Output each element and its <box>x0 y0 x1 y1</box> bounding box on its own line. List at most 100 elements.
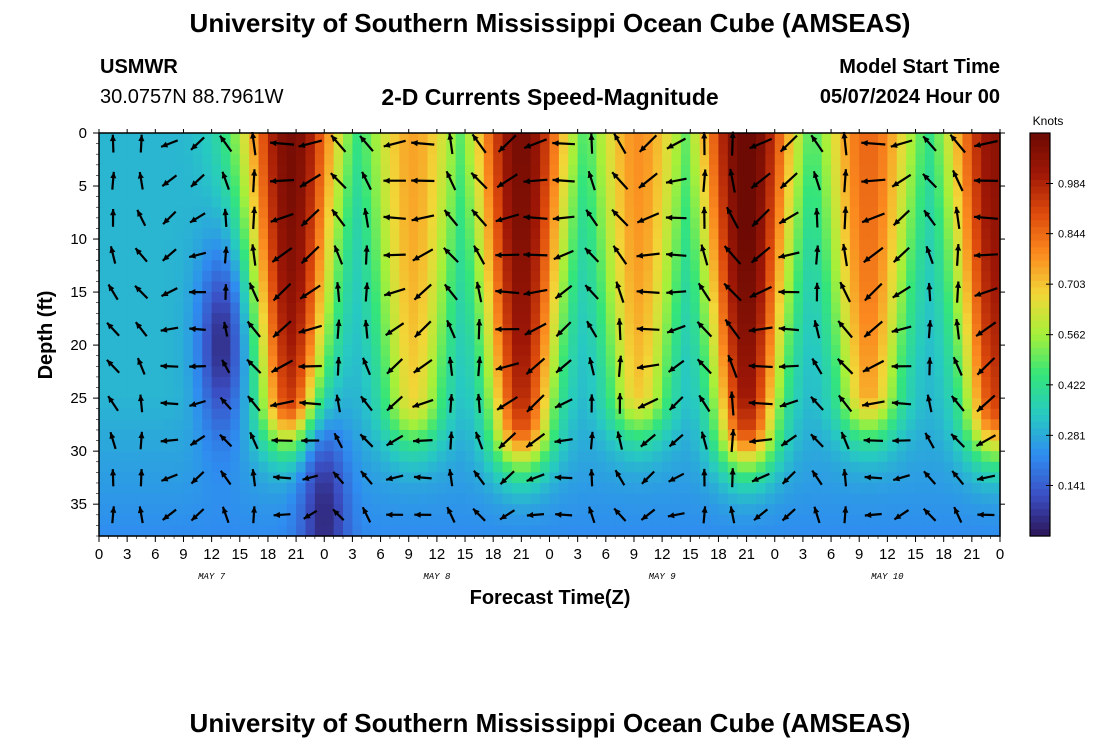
colorbar-segment <box>1030 139 1050 148</box>
heatmap-cell <box>493 260 504 272</box>
heatmap-cell <box>671 143 682 155</box>
heatmap-cell <box>521 292 532 304</box>
current-vector-arrow <box>136 209 147 227</box>
heatmap-cell <box>117 482 128 495</box>
heatmap-cell <box>183 249 194 261</box>
heatmap-cell <box>239 419 250 431</box>
heatmap-cell <box>624 440 635 452</box>
heatmap-cell <box>915 302 926 314</box>
heatmap-cell <box>352 143 363 155</box>
heatmap-cell <box>774 504 785 516</box>
heatmap-cell <box>784 143 795 155</box>
current-vector-arrow <box>955 281 962 303</box>
heatmap-cell <box>633 525 644 537</box>
heatmap-cell <box>99 133 109 145</box>
heatmap-cell <box>765 207 776 219</box>
heatmap-cell <box>774 133 785 145</box>
heatmap-cell <box>361 408 372 420</box>
heatmap-cell <box>192 217 203 230</box>
current-vector-arrow <box>412 248 434 262</box>
current-vector-arrow <box>588 357 595 376</box>
heatmap-cell <box>540 260 551 272</box>
heatmap-cell <box>343 334 354 346</box>
heatmap-cell <box>624 302 635 314</box>
heatmap-cell <box>108 270 119 283</box>
heatmap-cell <box>267 440 278 452</box>
current-vector-arrow <box>926 282 933 302</box>
heatmap-cell <box>896 334 907 346</box>
heatmap-cell <box>324 472 335 484</box>
current-vector-arrow <box>251 506 257 524</box>
heatmap-cell <box>511 281 522 293</box>
heatmap-cell <box>755 228 766 240</box>
heatmap-cell <box>427 387 438 399</box>
heatmap-cell <box>239 345 250 357</box>
heatmap-cell <box>239 175 250 187</box>
heatmap-cell <box>577 398 588 410</box>
heatmap-cell <box>596 175 607 187</box>
heatmap-cell <box>568 398 579 410</box>
heatmap-cell <box>971 281 982 293</box>
current-vector-arrow <box>448 431 455 450</box>
heatmap-cell <box>624 217 635 230</box>
heatmap-cell <box>577 154 588 166</box>
heatmap-cell <box>802 292 813 304</box>
heatmap-cell <box>455 334 466 346</box>
heatmap-cell <box>774 398 785 410</box>
heatmap-cell <box>361 419 372 431</box>
heatmap-cell <box>633 355 644 367</box>
heatmap-cell <box>221 302 231 314</box>
heatmap-cell <box>718 355 729 367</box>
heatmap-cell <box>746 207 757 219</box>
heatmap-cell <box>971 217 982 230</box>
heatmap-cell <box>690 366 701 378</box>
heatmap-cell <box>915 292 926 304</box>
x-tick-label: 6 <box>827 546 835 563</box>
heatmap-cell <box>164 313 175 325</box>
heatmap-cell <box>915 482 926 495</box>
heatmap-cell <box>352 429 363 442</box>
heatmap-cell <box>296 164 307 177</box>
current-vector-arrow <box>222 246 229 264</box>
current-vector-arrow <box>665 214 687 221</box>
x-tick-label: 0 <box>545 546 553 563</box>
heatmap-cell <box>380 334 391 346</box>
colorbar-segment <box>1030 260 1050 268</box>
heatmap-cell <box>483 186 494 198</box>
heatmap-cell <box>774 429 785 442</box>
heatmap-cell <box>455 217 466 230</box>
heatmap-cell <box>221 451 231 463</box>
heatmap-cell <box>380 207 391 219</box>
heatmap-cell <box>446 525 457 537</box>
heatmap-cell <box>455 419 466 431</box>
heatmap-cell <box>267 239 278 251</box>
heatmap-cell <box>333 451 344 463</box>
heatmap-cell <box>793 249 804 261</box>
current-vector-arrow <box>976 394 996 413</box>
heatmap-cell <box>230 196 241 208</box>
heatmap-cell <box>690 408 701 420</box>
heatmap-cell <box>174 345 185 357</box>
heatmap-cell <box>324 281 335 293</box>
heatmap-cell <box>558 504 569 516</box>
heatmap-cell <box>352 419 363 431</box>
heatmap-cell <box>633 164 644 177</box>
heatmap-cell <box>108 419 119 431</box>
heatmap-cell <box>99 398 109 410</box>
heatmap-cell <box>408 525 419 537</box>
heatmap-cell <box>352 451 363 463</box>
heatmap-cell <box>389 525 400 537</box>
heatmap-cell <box>361 302 372 314</box>
heatmap-cell <box>849 334 860 346</box>
colorbar-segment <box>1030 233 1050 242</box>
heatmap-cell <box>915 186 926 198</box>
current-vector-arrow <box>723 282 742 302</box>
heatmap-cell <box>596 292 607 304</box>
heatmap-cell <box>690 429 701 442</box>
heatmap-cell <box>202 419 213 431</box>
current-vector-arrow <box>924 432 935 449</box>
heatmap-cell <box>662 451 673 463</box>
heatmap-cell <box>587 196 598 208</box>
heatmap-cell <box>483 366 494 378</box>
heatmap-cell <box>596 186 607 198</box>
